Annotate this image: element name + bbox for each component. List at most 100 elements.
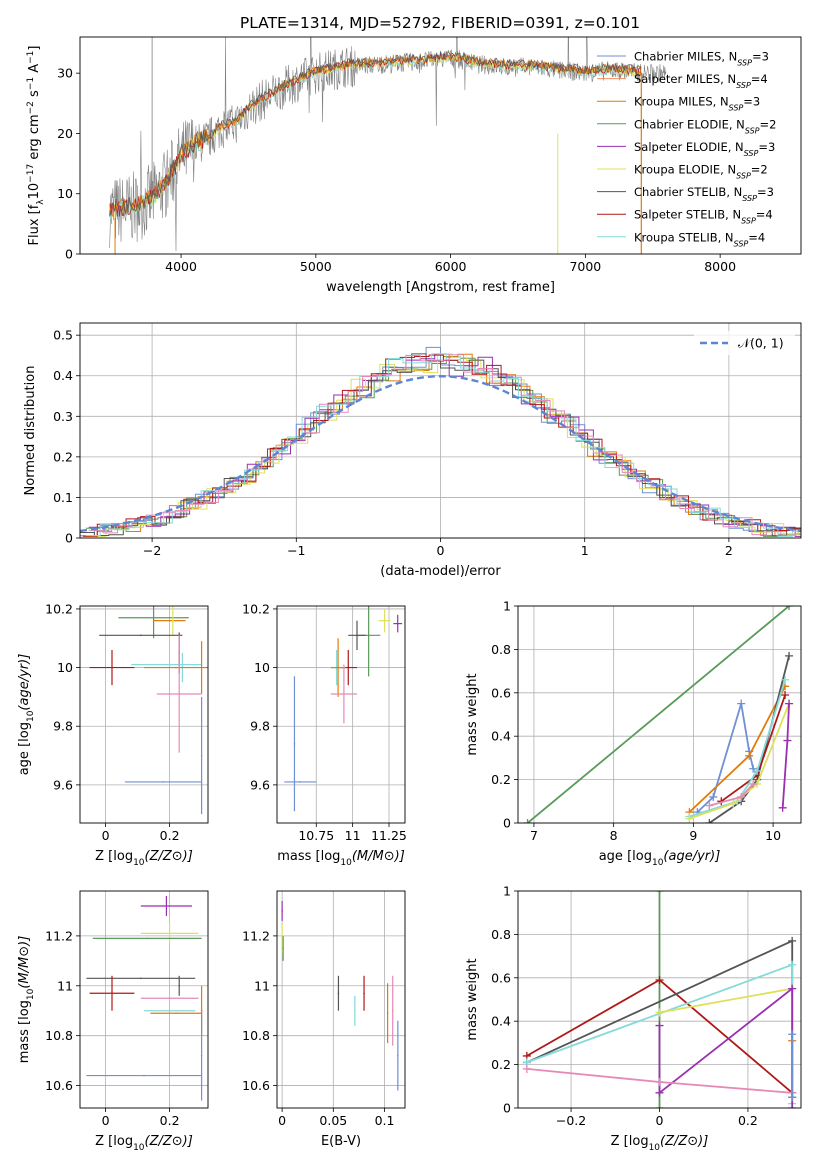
legend-label-tail: =4	[756, 208, 773, 222]
x-axis-label: wavelength [Angstrom, rest frame]	[326, 280, 555, 295]
axes-frame	[276, 890, 406, 1109]
data-point	[165, 663, 168, 666]
y-tick-label: 10.8	[242, 1028, 270, 1043]
data-point	[111, 666, 113, 669]
histogram-step	[88, 354, 801, 536]
x-tick-label: 0	[102, 828, 110, 843]
y-axis-label-part: A	[27, 64, 42, 77]
weight-marker	[745, 751, 754, 760]
figure-title: PLATE=1314, MJD=52792, FIBERID=0391, z=0…	[240, 14, 640, 32]
axis-label-part: 10	[133, 1143, 145, 1153]
y-axis-label: mass weight	[465, 958, 480, 1040]
x-tick-label: −0.2	[556, 1113, 586, 1128]
x-tick-label: 0	[278, 1113, 286, 1128]
data-point	[337, 992, 340, 995]
mass-vs-ebv-panel: 0 0.05 0.1 10.6 10.8 11 11.2 E(B-V)	[242, 890, 406, 1149]
y-tick-label: 9.6	[53, 777, 73, 792]
weight-series-line	[696, 703, 758, 813]
y-axis-label-part: −2	[26, 101, 36, 114]
model-spectrum-line	[109, 52, 642, 217]
legend-label-tail: =2	[751, 163, 768, 177]
x-axis-label: Z [log10(Z/Z⊙)]	[95, 849, 193, 868]
legend-label-sub: SSP	[745, 126, 760, 135]
legend-label-sub: SSP	[737, 58, 752, 67]
data-point	[386, 1012, 389, 1015]
y-tick-label: 11.2	[242, 928, 270, 943]
legend-label: Salpeter ELODIE, NSSP=3	[634, 140, 775, 158]
axis-label-part: 10	[26, 710, 36, 722]
x-tick-label: 7000	[569, 259, 601, 274]
axis-label-part: (age/yr)]	[663, 849, 720, 864]
y-tick-label: 0.8	[491, 927, 511, 942]
y-tick-label: 11	[57, 978, 73, 993]
legend-label-name: Chabrier STELIB, N	[634, 185, 742, 199]
legend-label-sub: SSP	[736, 81, 751, 90]
x-tick-label: 5000	[300, 259, 332, 274]
x-tick-label: 0	[656, 1113, 664, 1128]
y-tick-label: 0	[65, 531, 73, 546]
x-tick-label: 2	[725, 543, 733, 558]
axis-label-part: mass [log	[17, 1000, 32, 1063]
legend-label: Kroupa MILES, NSSP=3	[634, 95, 760, 113]
axis-label-part: 10	[649, 1143, 661, 1153]
legend-label-tail: =2	[760, 117, 777, 131]
weight-marker	[655, 975, 664, 984]
axis-label-part: age [log	[17, 722, 32, 775]
legend-label-name: Kroupa MILES, N	[634, 95, 729, 109]
weight-marker	[788, 1104, 797, 1108]
x-tick-label: 0.1	[375, 1113, 395, 1128]
data-point	[162, 781, 164, 783]
plot-area	[89, 606, 208, 815]
y-tick-label: 10.2	[242, 601, 270, 616]
weight-vs-metallicity-panel: −0.2 0 0.2 0 0.2 0.4 0.6 0.8 1 Z [log10(Z/Z⊙)] mas…	[465, 884, 802, 1153]
x-axis-label: mass [log10(M/M⊙)]	[277, 849, 405, 868]
legend-label-name: Salpeter ELODIE, N	[634, 140, 744, 154]
y-axis-label-part: erg cm	[27, 114, 42, 163]
legend-label-tail: =4	[751, 72, 768, 86]
axis-label-part: 10	[652, 858, 664, 868]
legend-label-sub: SSP	[736, 171, 751, 180]
legend-label-name: Chabrier MILES, N	[634, 50, 737, 64]
y-tick-label: 0.2	[53, 449, 73, 464]
model-spectrum-line	[109, 49, 642, 216]
data-point	[282, 947, 284, 950]
x-tick-label: 0.2	[160, 828, 180, 843]
weight-marker	[788, 1093, 797, 1102]
weight-marker	[523, 819, 532, 823]
data-point	[178, 693, 180, 695]
histogram-step	[82, 353, 801, 537]
data-point	[168, 932, 171, 935]
data-point	[143, 1074, 145, 1077]
axis-label-part: (age/yr)]	[17, 654, 32, 711]
y-tick-label: 0.5	[53, 328, 73, 343]
axis-label-part: 10	[26, 988, 36, 1000]
data-point	[152, 616, 155, 619]
weight-marker	[709, 792, 718, 801]
weight-marker	[781, 690, 790, 699]
x-tick-label: 10	[765, 828, 781, 843]
y-tick-label: 0.8	[491, 642, 511, 657]
x-axis-label: E(B-V)	[321, 1134, 361, 1149]
x-tick-label: 8000	[704, 259, 736, 274]
y-tick-label: 0.2	[491, 1057, 511, 1072]
legend-label: Kroupa ELODIE, NSSP=2	[634, 163, 768, 181]
weight-series-line	[659, 987, 793, 1014]
weight-marker	[783, 736, 792, 745]
weight-marker	[729, 799, 738, 808]
y-axis-label: Flux [fλ10−17 erg cm−2 s−1 A−1]	[26, 46, 46, 246]
y-tick-label: 10.2	[45, 601, 73, 616]
y-tick-label: 10	[254, 660, 270, 675]
weight-marker	[655, 1088, 664, 1097]
y-axis-label: age [log10(age/yr)]	[17, 654, 36, 776]
x-axis-label: Z [log10(Z/Z⊙)]	[95, 1134, 193, 1153]
legend-label: Chabrier STELIB, NSSP=3	[634, 185, 774, 203]
histogram-step	[85, 353, 801, 537]
y-tick-label: 0.4	[491, 1014, 511, 1029]
y-tick-label: 9.6	[250, 777, 270, 792]
y-tick-label: 1	[503, 599, 511, 614]
legend-label-tail: =3	[757, 185, 774, 199]
